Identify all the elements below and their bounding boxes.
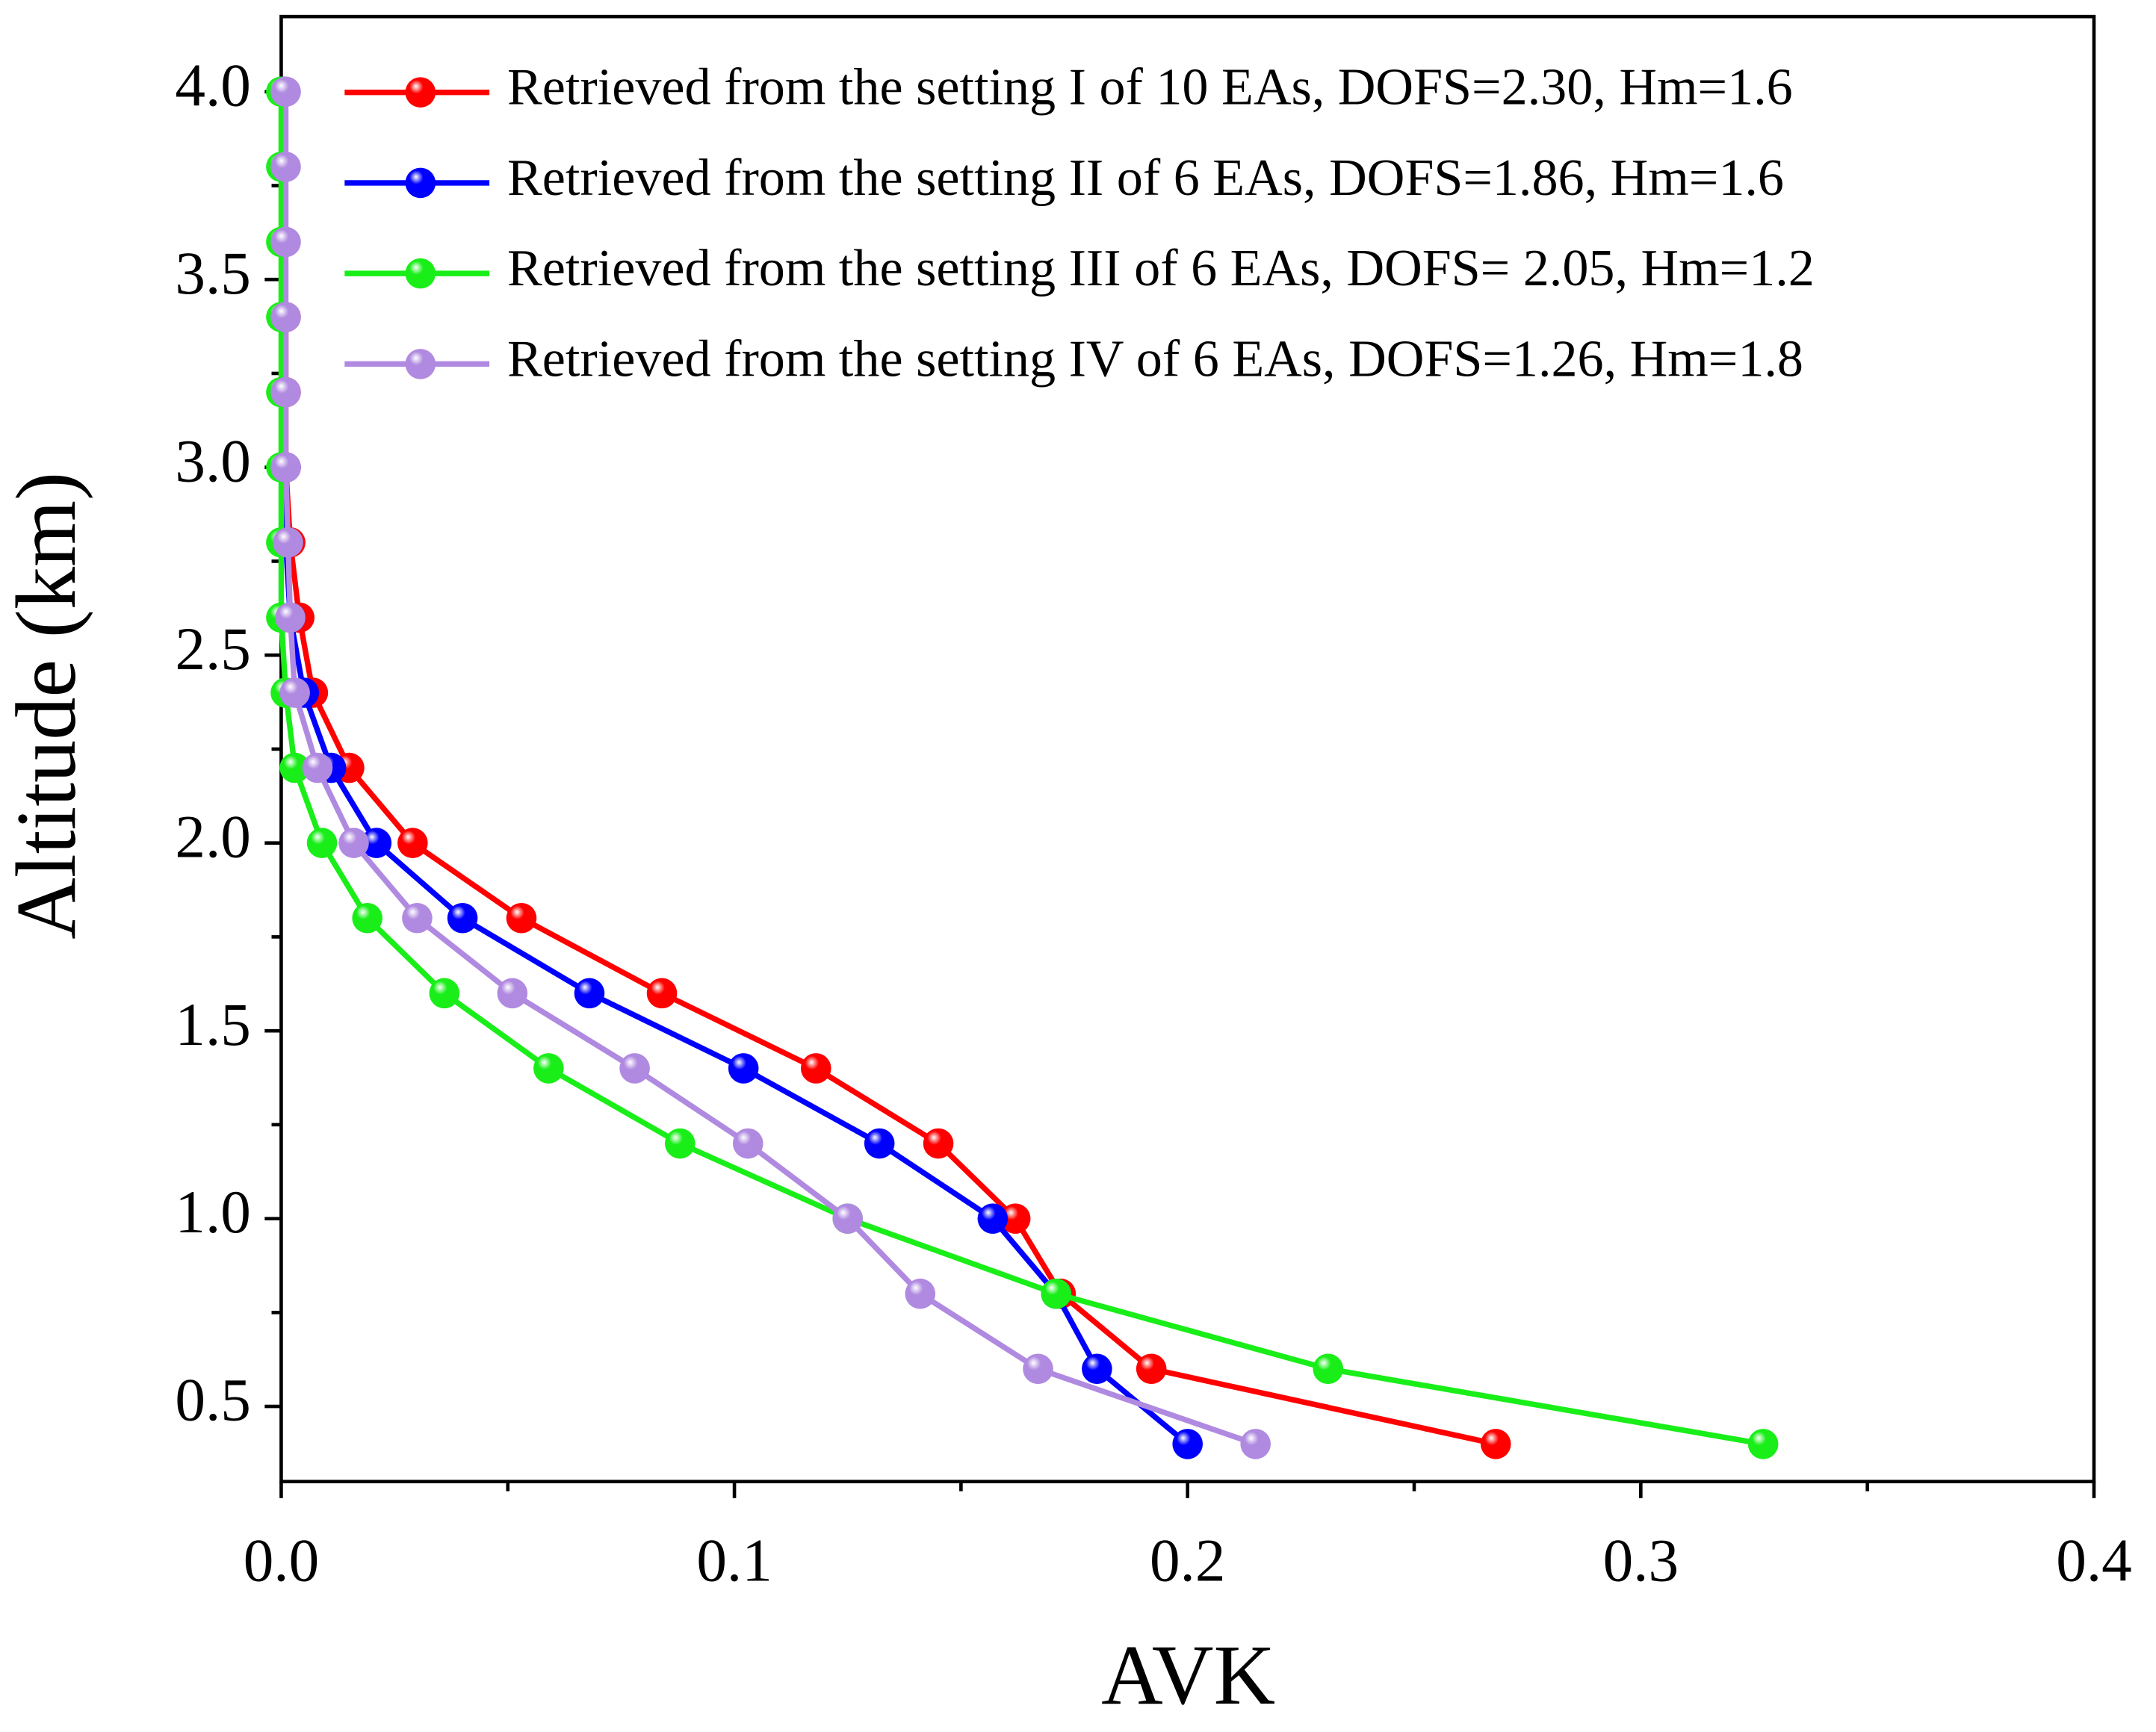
data-point	[1480, 1429, 1511, 1459]
data-point	[1747, 1429, 1779, 1459]
y-tick-label: 1.5	[175, 991, 250, 1058]
data-point	[832, 1203, 864, 1234]
data-point	[864, 1128, 895, 1159]
legend-label: Retrieved from the setting II of 6 EAs, …	[507, 149, 1784, 207]
data-point	[1023, 1353, 1053, 1385]
data-point	[497, 978, 528, 1009]
data-point	[1000, 1203, 1031, 1234]
data-point	[429, 978, 460, 1009]
data-point	[732, 1128, 763, 1159]
legend-label: Retrieved from the setting III of 6 EAs,…	[507, 240, 1815, 297]
y-tick-label: 1.0	[175, 1179, 250, 1246]
data-point	[306, 828, 338, 858]
legend-label: Retrieved from the setting IV of 6 EAs, …	[507, 330, 1803, 388]
data-point	[923, 1128, 954, 1159]
x-tick-label: 0.0	[244, 1527, 319, 1595]
data-point	[270, 376, 301, 408]
data-point	[664, 1128, 696, 1159]
x-tick-label: 0.4	[2056, 1527, 2131, 1595]
data-point	[447, 902, 478, 934]
data-point	[728, 1053, 759, 1084]
data-point	[279, 752, 310, 783]
y-tick-label: 3.5	[175, 240, 250, 307]
x-tick-label: 0.3	[1603, 1527, 1679, 1595]
data-point	[270, 302, 301, 332]
legend-marker	[405, 77, 436, 108]
y-tick-label: 2.5	[175, 615, 250, 683]
y-axis-title: Altitude (km)	[0, 472, 93, 940]
data-point	[905, 1278, 936, 1309]
data-point	[270, 226, 301, 258]
data-point	[1172, 1429, 1203, 1459]
data-point	[619, 1053, 650, 1084]
data-point	[402, 902, 433, 934]
data-point	[1041, 1278, 1072, 1309]
data-point	[302, 752, 333, 783]
legend-label: Retrieved from the setting I of 10 EAs, …	[507, 59, 1793, 117]
data-point	[646, 978, 678, 1009]
data-point	[275, 602, 306, 633]
legend-marker	[405, 349, 436, 379]
legend-marker	[405, 167, 436, 199]
x-tick-label: 0.1	[696, 1527, 772, 1595]
data-point	[800, 1053, 831, 1084]
data-point	[338, 828, 369, 858]
data-point	[1313, 1353, 1344, 1385]
data-point	[273, 527, 303, 558]
data-point	[574, 978, 605, 1009]
data-point	[270, 452, 301, 483]
data-point	[1240, 1429, 1271, 1459]
x-tick-label: 0.2	[1150, 1527, 1225, 1595]
data-point	[397, 828, 428, 858]
plot-frame	[279, 14, 2096, 1483]
legend-marker	[405, 258, 436, 289]
data-point	[533, 1053, 564, 1084]
data-point	[506, 902, 537, 934]
x-axis-title: AVK	[1101, 1627, 1275, 1722]
data-point	[361, 828, 392, 858]
data-point	[1136, 1353, 1167, 1385]
data-point	[977, 1203, 1009, 1234]
y-tick-label: 2.0	[175, 803, 250, 870]
y-tick-label: 0.5	[175, 1367, 250, 1434]
data-point	[279, 677, 310, 708]
data-point	[352, 902, 382, 934]
data-point	[1082, 1353, 1112, 1385]
y-tick-label: 4.0	[175, 52, 250, 119]
data-point	[270, 76, 301, 108]
y-tick-label: 3.0	[175, 427, 250, 494]
data-point	[270, 152, 301, 182]
